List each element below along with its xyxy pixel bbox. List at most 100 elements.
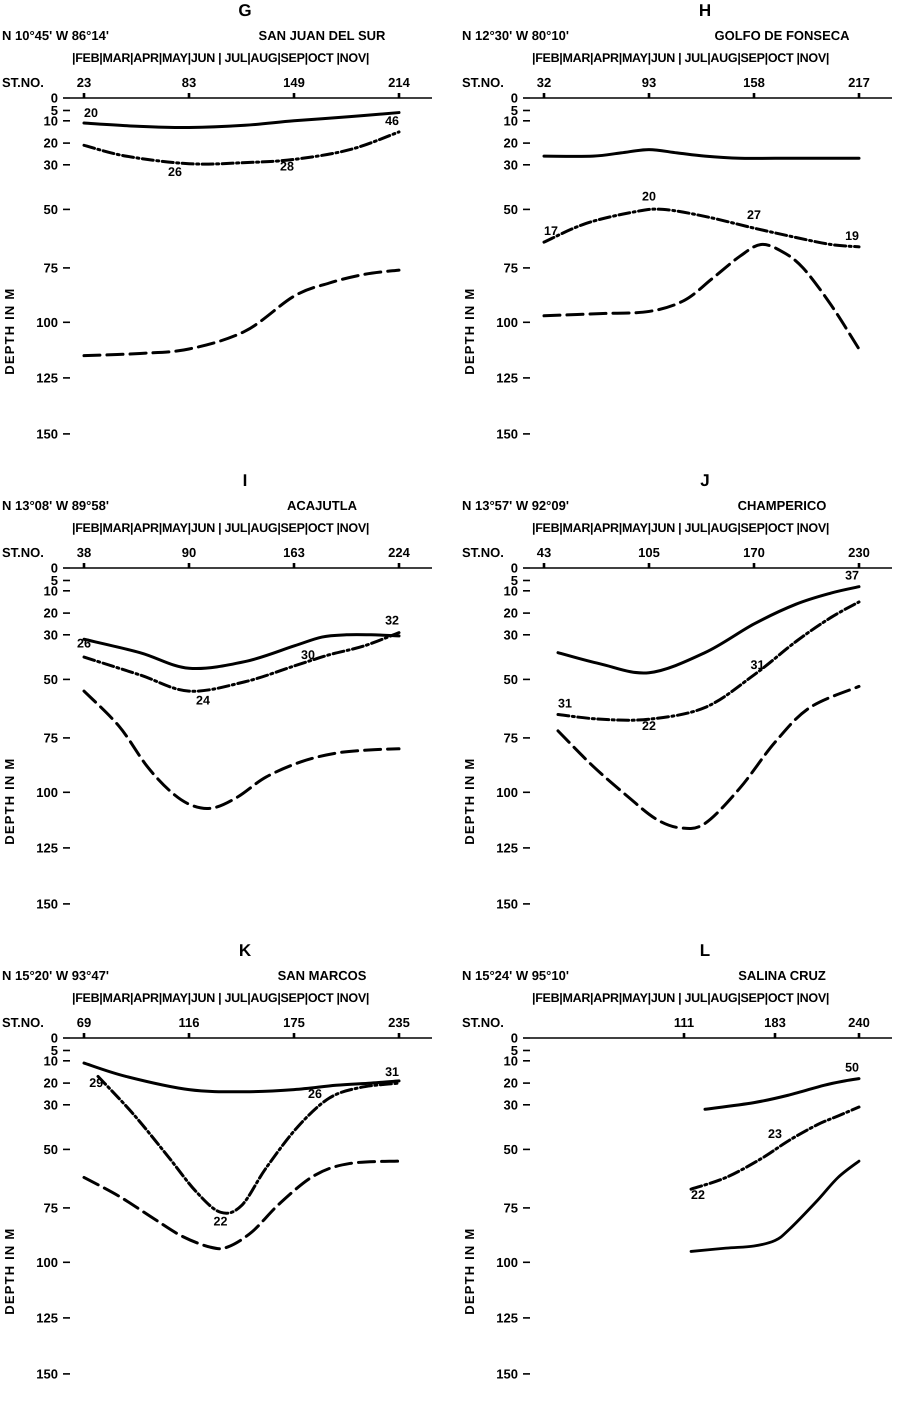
svg-text:17: 17	[544, 224, 558, 238]
svg-text:150: 150	[36, 426, 58, 441]
svg-text:10: 10	[44, 113, 58, 128]
svg-text:J: J	[700, 471, 709, 490]
svg-text:I: I	[243, 471, 248, 490]
svg-text:30: 30	[504, 157, 518, 172]
svg-text:125: 125	[496, 1310, 518, 1325]
svg-text:ACAJUTLA: ACAJUTLA	[287, 498, 358, 513]
svg-text:20: 20	[44, 606, 58, 621]
svg-text:|FEB|MAR|APR|MAY|JUN | JUL|AUG: |FEB|MAR|APR|MAY|JUN | JUL|AUG|SEP|OCT |…	[532, 51, 829, 65]
svg-text:93: 93	[642, 75, 656, 90]
svg-text:111: 111	[674, 1015, 694, 1030]
svg-text:150: 150	[496, 896, 518, 911]
svg-text:DEPTH IN M: DEPTH IN M	[462, 758, 477, 845]
svg-text:50: 50	[504, 202, 518, 217]
svg-text:|FEB|MAR|APR|MAY|JUN | JUL|AUG: |FEB|MAR|APR|MAY|JUN | JUL|AUG|SEP|OCT |…	[532, 991, 829, 1005]
svg-text:50: 50	[504, 672, 518, 687]
svg-text:125: 125	[36, 370, 58, 385]
svg-text:30: 30	[44, 627, 58, 642]
svg-text:10: 10	[44, 1053, 58, 1068]
svg-text:158: 158	[743, 75, 765, 90]
svg-text:230: 230	[848, 545, 870, 560]
svg-text:23: 23	[768, 1127, 782, 1141]
svg-text:26: 26	[308, 1087, 322, 1101]
svg-text:163: 163	[283, 545, 305, 560]
svg-text:100: 100	[496, 1255, 518, 1270]
svg-text:170: 170	[743, 545, 765, 560]
svg-text:N 15°20' W 93°47': N 15°20' W 93°47'	[2, 968, 109, 983]
svg-text:75: 75	[504, 730, 518, 745]
svg-text:105: 105	[638, 545, 660, 560]
svg-text:125: 125	[496, 370, 518, 385]
svg-text:DEPTH IN M: DEPTH IN M	[2, 758, 17, 845]
svg-text:DEPTH IN M: DEPTH IN M	[462, 1228, 477, 1315]
svg-text:38: 38	[77, 545, 91, 560]
svg-text:214: 214	[388, 75, 410, 90]
svg-text:43: 43	[537, 545, 551, 560]
svg-text:50: 50	[504, 1142, 518, 1157]
svg-text:N 15°24' W 95°10': N 15°24' W 95°10'	[462, 968, 569, 983]
svg-text:L: L	[700, 941, 710, 960]
svg-text:150: 150	[36, 896, 58, 911]
svg-text:50: 50	[44, 672, 58, 687]
svg-text:75: 75	[44, 730, 58, 745]
svg-text:20: 20	[642, 189, 656, 203]
svg-text:100: 100	[36, 315, 58, 330]
svg-text:24: 24	[196, 693, 210, 707]
svg-text:N 10°45' W 86°14': N 10°45' W 86°14'	[2, 28, 109, 43]
svg-text:CHAMPERICO: CHAMPERICO	[738, 498, 827, 513]
svg-text:224: 224	[388, 545, 410, 560]
svg-text:100: 100	[496, 315, 518, 330]
svg-text:75: 75	[44, 260, 58, 275]
svg-text:GOLFO DE FONSECA: GOLFO DE FONSECA	[714, 28, 850, 43]
svg-text:50: 50	[44, 1142, 58, 1157]
svg-text:31: 31	[558, 697, 572, 711]
svg-text:46: 46	[385, 114, 399, 128]
svg-text:125: 125	[496, 840, 518, 855]
svg-text:|FEB|MAR|APR|MAY|JUN | JUL|AUG: |FEB|MAR|APR|MAY|JUN | JUL|AUG|SEP|OCT |…	[72, 521, 369, 535]
svg-text:23: 23	[77, 75, 91, 90]
svg-text:29: 29	[89, 1076, 103, 1090]
svg-text:83: 83	[182, 75, 196, 90]
svg-text:22: 22	[691, 1188, 705, 1202]
svg-text:32: 32	[385, 614, 399, 628]
svg-text:SAN JUAN DEL SUR: SAN JUAN DEL SUR	[259, 28, 387, 43]
svg-text:100: 100	[496, 785, 518, 800]
svg-text:DEPTH IN M: DEPTH IN M	[2, 1228, 17, 1315]
svg-text:32: 32	[537, 75, 551, 90]
svg-text:100: 100	[36, 785, 58, 800]
svg-text:217: 217	[848, 75, 870, 90]
svg-text:30: 30	[44, 157, 58, 172]
svg-text:149: 149	[283, 75, 305, 90]
svg-text:10: 10	[504, 113, 518, 128]
svg-text:|FEB|MAR|APR|MAY|JUN | JUL|AUG: |FEB|MAR|APR|MAY|JUN | JUL|AUG|SEP|OCT |…	[72, 991, 369, 1005]
svg-text:30: 30	[301, 648, 315, 662]
svg-text:ST.NO.: ST.NO.	[2, 75, 44, 90]
svg-text:19: 19	[845, 229, 859, 243]
svg-text:G: G	[238, 1, 251, 20]
svg-text:22: 22	[642, 719, 656, 733]
svg-text:20: 20	[504, 136, 518, 151]
svg-text:N 12°30' W 80°10': N 12°30' W 80°10'	[462, 28, 569, 43]
svg-text:10: 10	[504, 583, 518, 598]
svg-text:69: 69	[77, 1015, 91, 1030]
svg-text:ST.NO.: ST.NO.	[462, 75, 504, 90]
svg-text:20: 20	[44, 136, 58, 151]
svg-text:150: 150	[496, 426, 518, 441]
svg-text:28: 28	[280, 159, 294, 173]
svg-text:31: 31	[751, 658, 765, 672]
svg-text:K: K	[239, 941, 252, 960]
svg-text:75: 75	[504, 1200, 518, 1215]
svg-text:20: 20	[504, 1076, 518, 1091]
svg-text:240: 240	[848, 1015, 870, 1030]
svg-text:150: 150	[36, 1366, 58, 1381]
svg-text:26: 26	[168, 165, 182, 179]
svg-text:30: 30	[504, 627, 518, 642]
svg-text:ST.NO.: ST.NO.	[2, 545, 44, 560]
svg-text:SALINA CRUZ: SALINA CRUZ	[738, 968, 826, 983]
svg-text:50: 50	[44, 202, 58, 217]
svg-text:150: 150	[496, 1366, 518, 1381]
svg-text:N 13°08' W 89°58': N 13°08' W 89°58'	[2, 498, 109, 513]
svg-text:20: 20	[504, 606, 518, 621]
svg-text:|FEB|MAR|APR|MAY|JUN | JUL|AUG: |FEB|MAR|APR|MAY|JUN | JUL|AUG|SEP|OCT |…	[532, 521, 829, 535]
svg-text:20: 20	[44, 1076, 58, 1091]
